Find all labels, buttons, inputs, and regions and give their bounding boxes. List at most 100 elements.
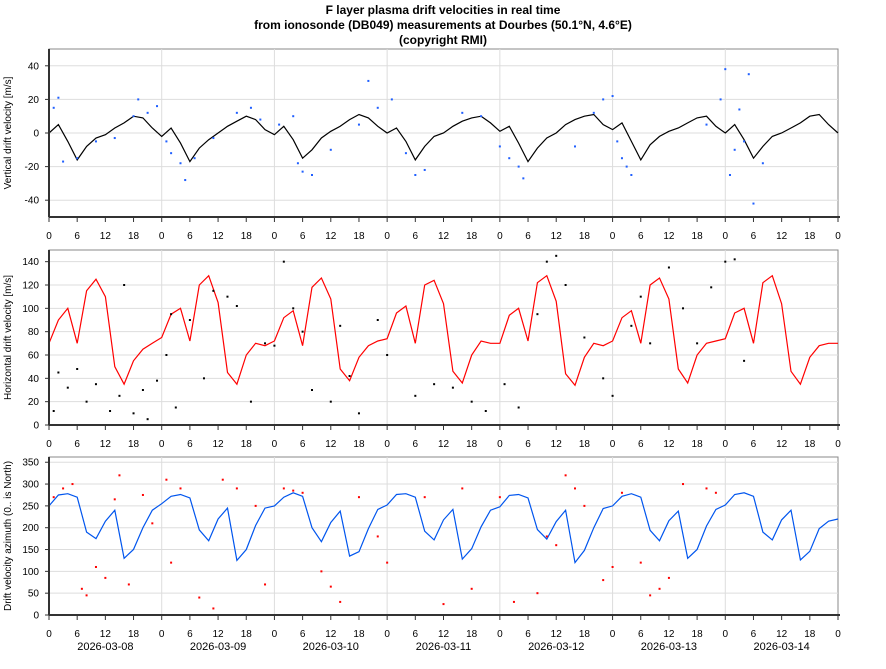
scatter-point bbox=[254, 504, 257, 507]
scatter-point bbox=[80, 587, 83, 590]
scatter-point bbox=[357, 412, 360, 415]
y-tick-label: 0 bbox=[33, 129, 39, 140]
scatter-point bbox=[52, 106, 55, 109]
scatter-point bbox=[156, 105, 159, 108]
x-tick-label: 12 bbox=[663, 231, 675, 242]
scatter-point bbox=[170, 561, 173, 564]
scatter-point bbox=[480, 115, 483, 118]
date-label: 2026-03-12 bbox=[528, 641, 584, 653]
scatter-point bbox=[94, 140, 97, 143]
scatter-point bbox=[536, 313, 539, 316]
scatter-point bbox=[113, 137, 116, 140]
x-tick-label: 18 bbox=[128, 629, 140, 640]
scatter-point bbox=[292, 115, 295, 118]
scatter-point bbox=[630, 324, 633, 327]
scatter-point bbox=[301, 170, 304, 173]
scatter-point bbox=[517, 406, 520, 409]
scatter-point bbox=[414, 394, 417, 397]
x-tick-label: 12 bbox=[100, 231, 112, 242]
series-line bbox=[48, 113, 839, 163]
scatter-point bbox=[733, 148, 736, 151]
scatter-point bbox=[193, 157, 196, 160]
x-tick-label: 12 bbox=[213, 629, 225, 640]
scatter-point bbox=[118, 474, 121, 477]
scatter-point bbox=[174, 406, 177, 409]
x-tick-label: 0 bbox=[610, 439, 616, 450]
y-tick-label: 40 bbox=[28, 374, 40, 385]
scatter-point bbox=[146, 111, 149, 114]
x-tick-label: 0 bbox=[272, 629, 278, 640]
scatter-point bbox=[461, 111, 464, 114]
scatter-point bbox=[574, 145, 576, 148]
scatter-point bbox=[226, 295, 229, 298]
scatter-point bbox=[85, 400, 88, 403]
scatter-point bbox=[212, 289, 215, 292]
x-tick-label: 18 bbox=[353, 439, 365, 450]
scatter-point bbox=[696, 342, 699, 345]
scatter-point bbox=[235, 487, 238, 490]
x-tick-label: 12 bbox=[551, 439, 563, 450]
scatter-point bbox=[611, 95, 614, 98]
x-tick-label: 12 bbox=[213, 231, 225, 242]
scatter-point bbox=[329, 585, 332, 588]
x-tick-label: 0 bbox=[723, 231, 729, 242]
x-tick-label: 6 bbox=[638, 231, 644, 242]
scatter-point bbox=[212, 607, 215, 610]
scatter-point bbox=[301, 330, 304, 333]
y-tick-label: 20 bbox=[28, 95, 40, 106]
x-tick-label: 6 bbox=[300, 439, 306, 450]
title-line-2: from ionosonde (DB049) measurements at D… bbox=[254, 18, 632, 32]
y-tick-label: 80 bbox=[28, 327, 40, 338]
x-tick-label: 0 bbox=[384, 231, 390, 242]
x-tick-label: 6 bbox=[74, 439, 80, 450]
scatter-point bbox=[249, 400, 252, 403]
scatter-point bbox=[512, 600, 515, 603]
scatter-point bbox=[555, 254, 558, 257]
x-tick-label: 0 bbox=[835, 629, 841, 640]
x-tick-label: 18 bbox=[241, 629, 253, 640]
scatter-point bbox=[127, 583, 130, 586]
x-tick-label: 18 bbox=[804, 439, 816, 450]
scatter-point bbox=[743, 140, 746, 143]
scatter-point bbox=[667, 576, 670, 579]
scatter-point bbox=[602, 377, 605, 380]
y-tick-label: 50 bbox=[28, 589, 40, 600]
plot-area bbox=[48, 249, 839, 426]
x-tick-label: 0 bbox=[272, 231, 278, 242]
x-tick-label: 18 bbox=[466, 439, 478, 450]
x-tick-label: 12 bbox=[438, 439, 450, 450]
x-tick-label: 18 bbox=[804, 231, 816, 242]
scatter-point bbox=[62, 487, 65, 490]
date-label: 2026-03-11 bbox=[416, 641, 471, 653]
scatter-point bbox=[630, 174, 633, 176]
x-tick-label: 0 bbox=[723, 439, 729, 450]
scatter-point bbox=[747, 73, 750, 76]
y-tick-label: 120 bbox=[22, 281, 39, 292]
scatter-point bbox=[611, 394, 614, 397]
scatter-point bbox=[414, 174, 417, 176]
scatter-point bbox=[574, 487, 576, 490]
x-tick-label: 18 bbox=[353, 629, 365, 640]
scatter-point bbox=[71, 483, 74, 486]
x-tick-label: 6 bbox=[751, 629, 757, 640]
scatter-point bbox=[123, 284, 126, 286]
scatter-point bbox=[94, 383, 97, 386]
scatter-point bbox=[52, 410, 55, 412]
scatter-point bbox=[151, 522, 154, 525]
x-tick-label: 0 bbox=[384, 629, 390, 640]
x-tick-label: 12 bbox=[325, 231, 337, 242]
x-tick-label: 18 bbox=[692, 231, 704, 242]
scatter-point bbox=[733, 258, 736, 261]
scatter-point bbox=[132, 115, 135, 118]
x-tick-label: 18 bbox=[579, 439, 591, 450]
scatter-point bbox=[724, 68, 727, 71]
scatter-point bbox=[259, 118, 262, 121]
scatter-point bbox=[714, 491, 717, 494]
date-label: 2026-03-13 bbox=[641, 641, 697, 653]
scatter-point bbox=[738, 108, 741, 111]
scatter-point bbox=[752, 202, 755, 205]
scatter-point bbox=[339, 324, 342, 327]
x-tick-label: 0 bbox=[46, 629, 52, 640]
scatter-point bbox=[743, 359, 746, 362]
